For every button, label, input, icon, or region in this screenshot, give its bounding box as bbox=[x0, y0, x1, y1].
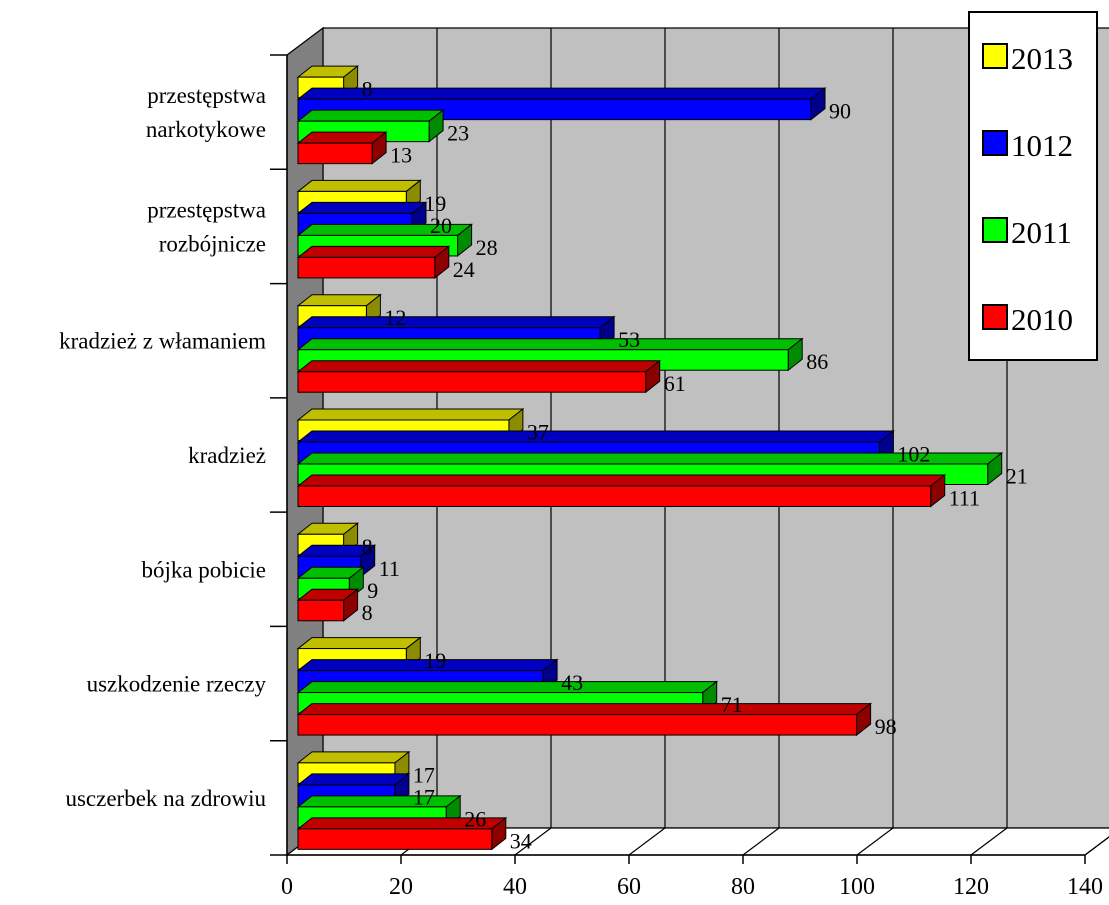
legend-swatch-1012 bbox=[982, 130, 1008, 156]
data-label: 17 bbox=[413, 762, 435, 787]
data-label: 11 bbox=[379, 556, 400, 581]
category-label: rozbójnicze bbox=[159, 231, 266, 256]
data-label: 19 bbox=[424, 648, 446, 673]
data-label: 24 bbox=[453, 257, 475, 282]
x-tick-label: 140 bbox=[1067, 874, 1103, 900]
data-label: 111 bbox=[949, 486, 980, 511]
category-label: przestępstwa bbox=[147, 83, 266, 108]
legend-label: 1012 bbox=[1011, 128, 1073, 163]
x-tick-label: 0 bbox=[281, 874, 293, 900]
axes: 0 20 40 60 80 100 120 140 przestępstwa narkotykow… bbox=[59, 54, 1103, 900]
bar-2010-0 bbox=[296, 131, 388, 165]
bar-2010-6 bbox=[296, 816, 508, 851]
data-label: 34 bbox=[510, 828, 532, 853]
x-tick-label: 20 bbox=[389, 874, 413, 900]
legend-swatch-2011 bbox=[982, 217, 1008, 243]
floor-gridline bbox=[514, 827, 552, 856]
data-label: 43 bbox=[561, 670, 583, 695]
category-label: kradzież bbox=[188, 443, 266, 468]
data-label: 23 bbox=[447, 121, 469, 146]
legend: 2013 1012 2011 2010 bbox=[968, 11, 1098, 361]
x-tick-label: 120 bbox=[953, 874, 989, 900]
floor-gridline bbox=[628, 827, 666, 856]
category-label: kradzież z włamaniem bbox=[59, 329, 266, 354]
data-label: 13 bbox=[390, 143, 412, 168]
data-label: 71 bbox=[721, 692, 743, 717]
data-label: 20 bbox=[430, 213, 452, 238]
legend-label: 2011 bbox=[1011, 215, 1072, 250]
legend-label: 2013 bbox=[1011, 41, 1073, 76]
data-label: 90 bbox=[829, 99, 851, 124]
data-label: 86 bbox=[806, 349, 828, 374]
data-label: 19 bbox=[424, 191, 446, 216]
legend-label: 2010 bbox=[1011, 302, 1073, 337]
legend-swatch-2013 bbox=[982, 43, 1008, 69]
legend-box bbox=[968, 11, 1098, 361]
data-label: 21 bbox=[1006, 464, 1028, 489]
floor-gridline bbox=[856, 827, 894, 856]
x-tick-label: 80 bbox=[731, 874, 755, 900]
data-label: 8 bbox=[362, 77, 373, 102]
bar-2010-4 bbox=[296, 588, 360, 622]
data-label: 9 bbox=[367, 578, 378, 603]
floor-gridline bbox=[970, 827, 1008, 856]
bar-2010-2 bbox=[296, 359, 662, 394]
category-label: uszkodzenie rzeczy bbox=[87, 672, 267, 697]
bar-2010-3 bbox=[296, 473, 947, 508]
x-tick-label: 60 bbox=[617, 874, 641, 900]
category-label: bójka pobicie bbox=[141, 557, 266, 582]
floor-gridline bbox=[742, 827, 780, 856]
data-label: 53 bbox=[618, 327, 640, 352]
data-label: 12 bbox=[384, 305, 406, 330]
bar-2010-5 bbox=[296, 702, 873, 737]
legend-swatch-2010 bbox=[982, 304, 1008, 330]
data-label: 17 bbox=[413, 784, 435, 809]
data-label: 61 bbox=[664, 371, 686, 396]
category-label: przestępstwa bbox=[147, 197, 266, 222]
data-labels: 8902313192028241253866137102211118119819… bbox=[362, 77, 1028, 854]
category-label: usczerbek na zdrowiu bbox=[65, 786, 266, 811]
data-label: 102 bbox=[897, 442, 930, 467]
floor-gridline bbox=[1084, 836, 1109, 856]
x-tick-label: 40 bbox=[503, 874, 527, 900]
data-label: 28 bbox=[476, 235, 498, 260]
data-label: 37 bbox=[527, 420, 549, 445]
data-label: 26 bbox=[464, 806, 486, 831]
bars bbox=[296, 65, 1004, 851]
bar-2010-1 bbox=[296, 245, 451, 279]
data-label: 8 bbox=[362, 534, 373, 559]
data-label: 8 bbox=[362, 600, 373, 625]
data-label: 98 bbox=[875, 714, 897, 739]
category-label: narkotykowe bbox=[146, 117, 266, 142]
x-tick-label: 100 bbox=[839, 874, 875, 900]
